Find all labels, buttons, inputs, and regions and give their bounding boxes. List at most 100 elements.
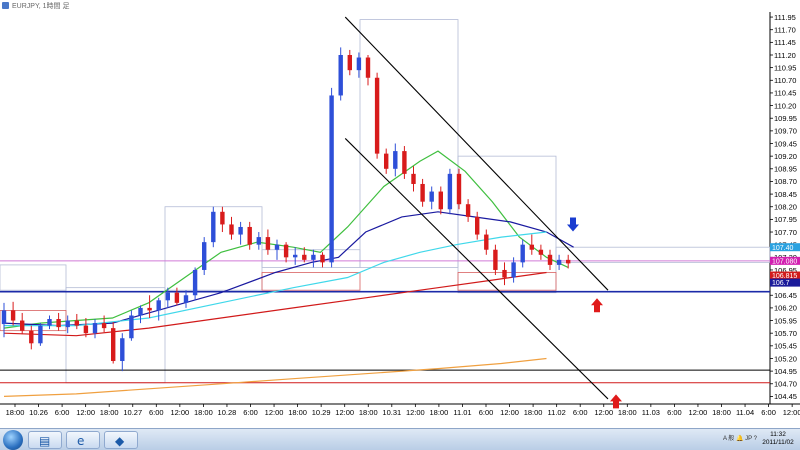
price-label: 109.70 <box>774 127 797 136</box>
price-label: 108.20 <box>774 203 797 212</box>
candle <box>311 249 316 268</box>
candle <box>402 146 407 179</box>
price-axis-labels: 111.95 111.70 111.45 111.20 110.95 110.70 110.… <box>770 13 797 401</box>
time-label: 18:00 <box>359 408 378 417</box>
candle-body <box>338 54 343 96</box>
time-label: 6:00 <box>761 408 776 417</box>
candle-body <box>56 319 61 328</box>
candle-body <box>393 151 398 169</box>
clock-date: 2011/11/02 <box>762 439 794 446</box>
price-chart[interactable]: 111.95 111.70 111.45 111.20 110.95 110.70 110.… <box>0 0 800 428</box>
price-label: 111.45 <box>774 38 796 47</box>
candle-body <box>438 191 443 210</box>
candle <box>374 72 380 159</box>
price-label: 111.70 <box>774 26 796 35</box>
candle-body <box>92 323 98 334</box>
candle <box>10 301 16 326</box>
price-axis-background <box>770 12 800 404</box>
candle-body <box>502 269 507 278</box>
candle <box>393 143 398 177</box>
price-tag-text: 106.815 <box>772 273 797 280</box>
candle <box>274 239 280 260</box>
candle <box>238 221 243 245</box>
system-tray[interactable]: A 般 🔔 JP ? <box>722 436 757 442</box>
price-label: 107.95 <box>774 215 797 224</box>
candle-body <box>138 307 143 316</box>
price-label: 110.70 <box>774 76 796 85</box>
candle-body <box>511 262 516 278</box>
title-bar: EURJPY, 1時間 足 <box>0 0 800 12</box>
time-label: 11.04 <box>736 408 754 417</box>
candle-body <box>156 300 161 311</box>
candle <box>502 262 507 286</box>
price-label: 108.95 <box>774 165 797 174</box>
moving-average-line <box>3 357 547 397</box>
candle <box>293 247 298 265</box>
time-label: 10.26 <box>29 408 48 417</box>
candle <box>111 322 116 364</box>
range-box <box>555 246 771 263</box>
candle <box>329 87 334 268</box>
candle <box>447 168 453 215</box>
price-tag-background <box>770 271 800 280</box>
time-label: 11.01 <box>453 408 471 417</box>
chart-app-icon[interactable]: ◆ <box>104 431 138 449</box>
time-label: 12:00 <box>406 408 425 417</box>
candle-body <box>402 151 407 174</box>
time-label: 6:00 <box>667 408 682 417</box>
time-label: 6:00 <box>149 408 164 417</box>
time-label: 11.02 <box>548 408 566 417</box>
candle <box>192 267 198 301</box>
candle-body <box>556 259 562 265</box>
chart-background <box>0 12 770 404</box>
candle <box>74 313 79 330</box>
price-tag-text: 106.7 <box>772 280 790 287</box>
candle-body <box>293 254 298 258</box>
candle-body <box>465 204 471 217</box>
price-tag-background <box>770 243 800 252</box>
taskbar-clock[interactable]: 11:32 2011/11/02 <box>759 431 797 447</box>
price-label: 111.95 <box>774 13 796 22</box>
candle-body <box>566 259 571 264</box>
candle-body <box>447 173 453 210</box>
price-label: 109.95 <box>774 114 797 123</box>
range-box <box>359 19 459 268</box>
candle <box>538 244 544 260</box>
candle-body <box>302 254 307 260</box>
candle-body <box>83 325 89 334</box>
candle <box>65 315 70 334</box>
price-label: 111.20 <box>774 51 796 60</box>
window-title: EURJPY, 1時間 足 <box>12 3 70 10</box>
arrow-up-icon <box>591 298 603 313</box>
price-label: 109.20 <box>774 152 797 161</box>
candle <box>229 216 234 240</box>
candle-body <box>183 295 189 303</box>
candle <box>438 186 443 215</box>
candle <box>138 305 143 324</box>
time-label: 6:00 <box>573 408 588 417</box>
price-tag: 106.815 <box>770 271 800 280</box>
candle <box>165 287 170 308</box>
time-axis-labels: 18:00 10.26 6:00 12:00 18:00 10.27 6:00 12:00 18… <box>6 404 800 417</box>
time-label: 18:00 <box>618 408 637 417</box>
time-label: 18:00 <box>430 408 449 417</box>
price-label: 106.95 <box>774 266 797 275</box>
candle <box>520 239 525 268</box>
price-label: 104.70 <box>774 380 797 389</box>
candle-body <box>265 237 271 250</box>
candle-body <box>192 269 198 296</box>
windows-start-icon[interactable] <box>3 430 23 450</box>
candle-body <box>211 211 216 243</box>
candle-body <box>420 183 425 202</box>
candle-body <box>311 254 316 260</box>
candle <box>220 206 225 233</box>
price-tag-text: 107.40 <box>772 245 794 252</box>
range-box-red <box>261 272 361 291</box>
explorer-icon[interactable]: ▤ <box>28 431 62 449</box>
internet-explorer-icon[interactable]: e <box>66 431 100 449</box>
candle <box>83 318 89 338</box>
candle <box>511 257 516 283</box>
candle-body <box>174 292 180 303</box>
candle <box>47 315 52 330</box>
time-label: 10.31 <box>382 408 401 417</box>
